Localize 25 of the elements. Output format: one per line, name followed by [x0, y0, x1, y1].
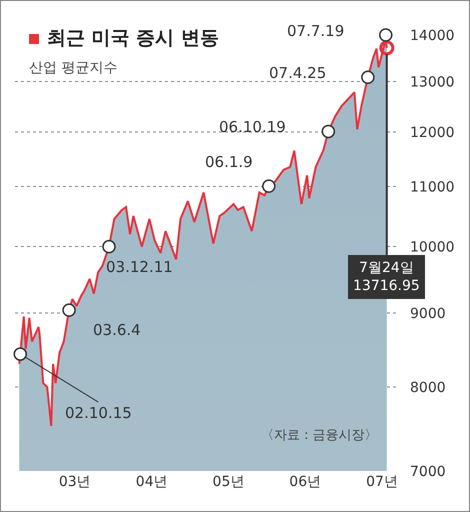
y-tick-label: 13000 [410, 74, 455, 91]
annotation: 02.10.15 [65, 404, 132, 422]
annotation: 07.4.25 [269, 64, 326, 82]
y-tick-label: 8000 [410, 380, 446, 396]
annotation: 7월24일 13716.95 [353, 260, 420, 294]
chart-title: 최근 미국 증시 변동 [47, 27, 219, 49]
x-tick-label: 03년 [58, 474, 91, 490]
y-tick-label: 10000 [410, 240, 455, 256]
x-tick-label: 06년 [289, 474, 322, 490]
annotation: 06.1.9 [205, 153, 253, 171]
y-tick-label: 9000 [410, 306, 446, 322]
y-tick-label: 11000 [410, 180, 455, 196]
annotation: 03.12.11 [106, 258, 173, 276]
annotation: 07.7.19 [287, 22, 344, 40]
y-tick-label: 7000 [410, 464, 446, 480]
annotation: 06.10.19 [219, 118, 286, 136]
x-tick-label: 05년 [212, 474, 244, 490]
annotation: 〈자료 : 금융시장〉 [261, 428, 378, 443]
x-tick-label: 04년 [136, 474, 168, 490]
text: 산업 평균지수 [29, 59, 118, 77]
x-tick-label: 07년 [366, 474, 398, 490]
annotation: 03.6.4 [93, 321, 141, 339]
y-tick-label: 14000 [410, 28, 455, 44]
point [379, 40, 394, 56]
y-tick-label: 12000 [410, 124, 455, 141]
